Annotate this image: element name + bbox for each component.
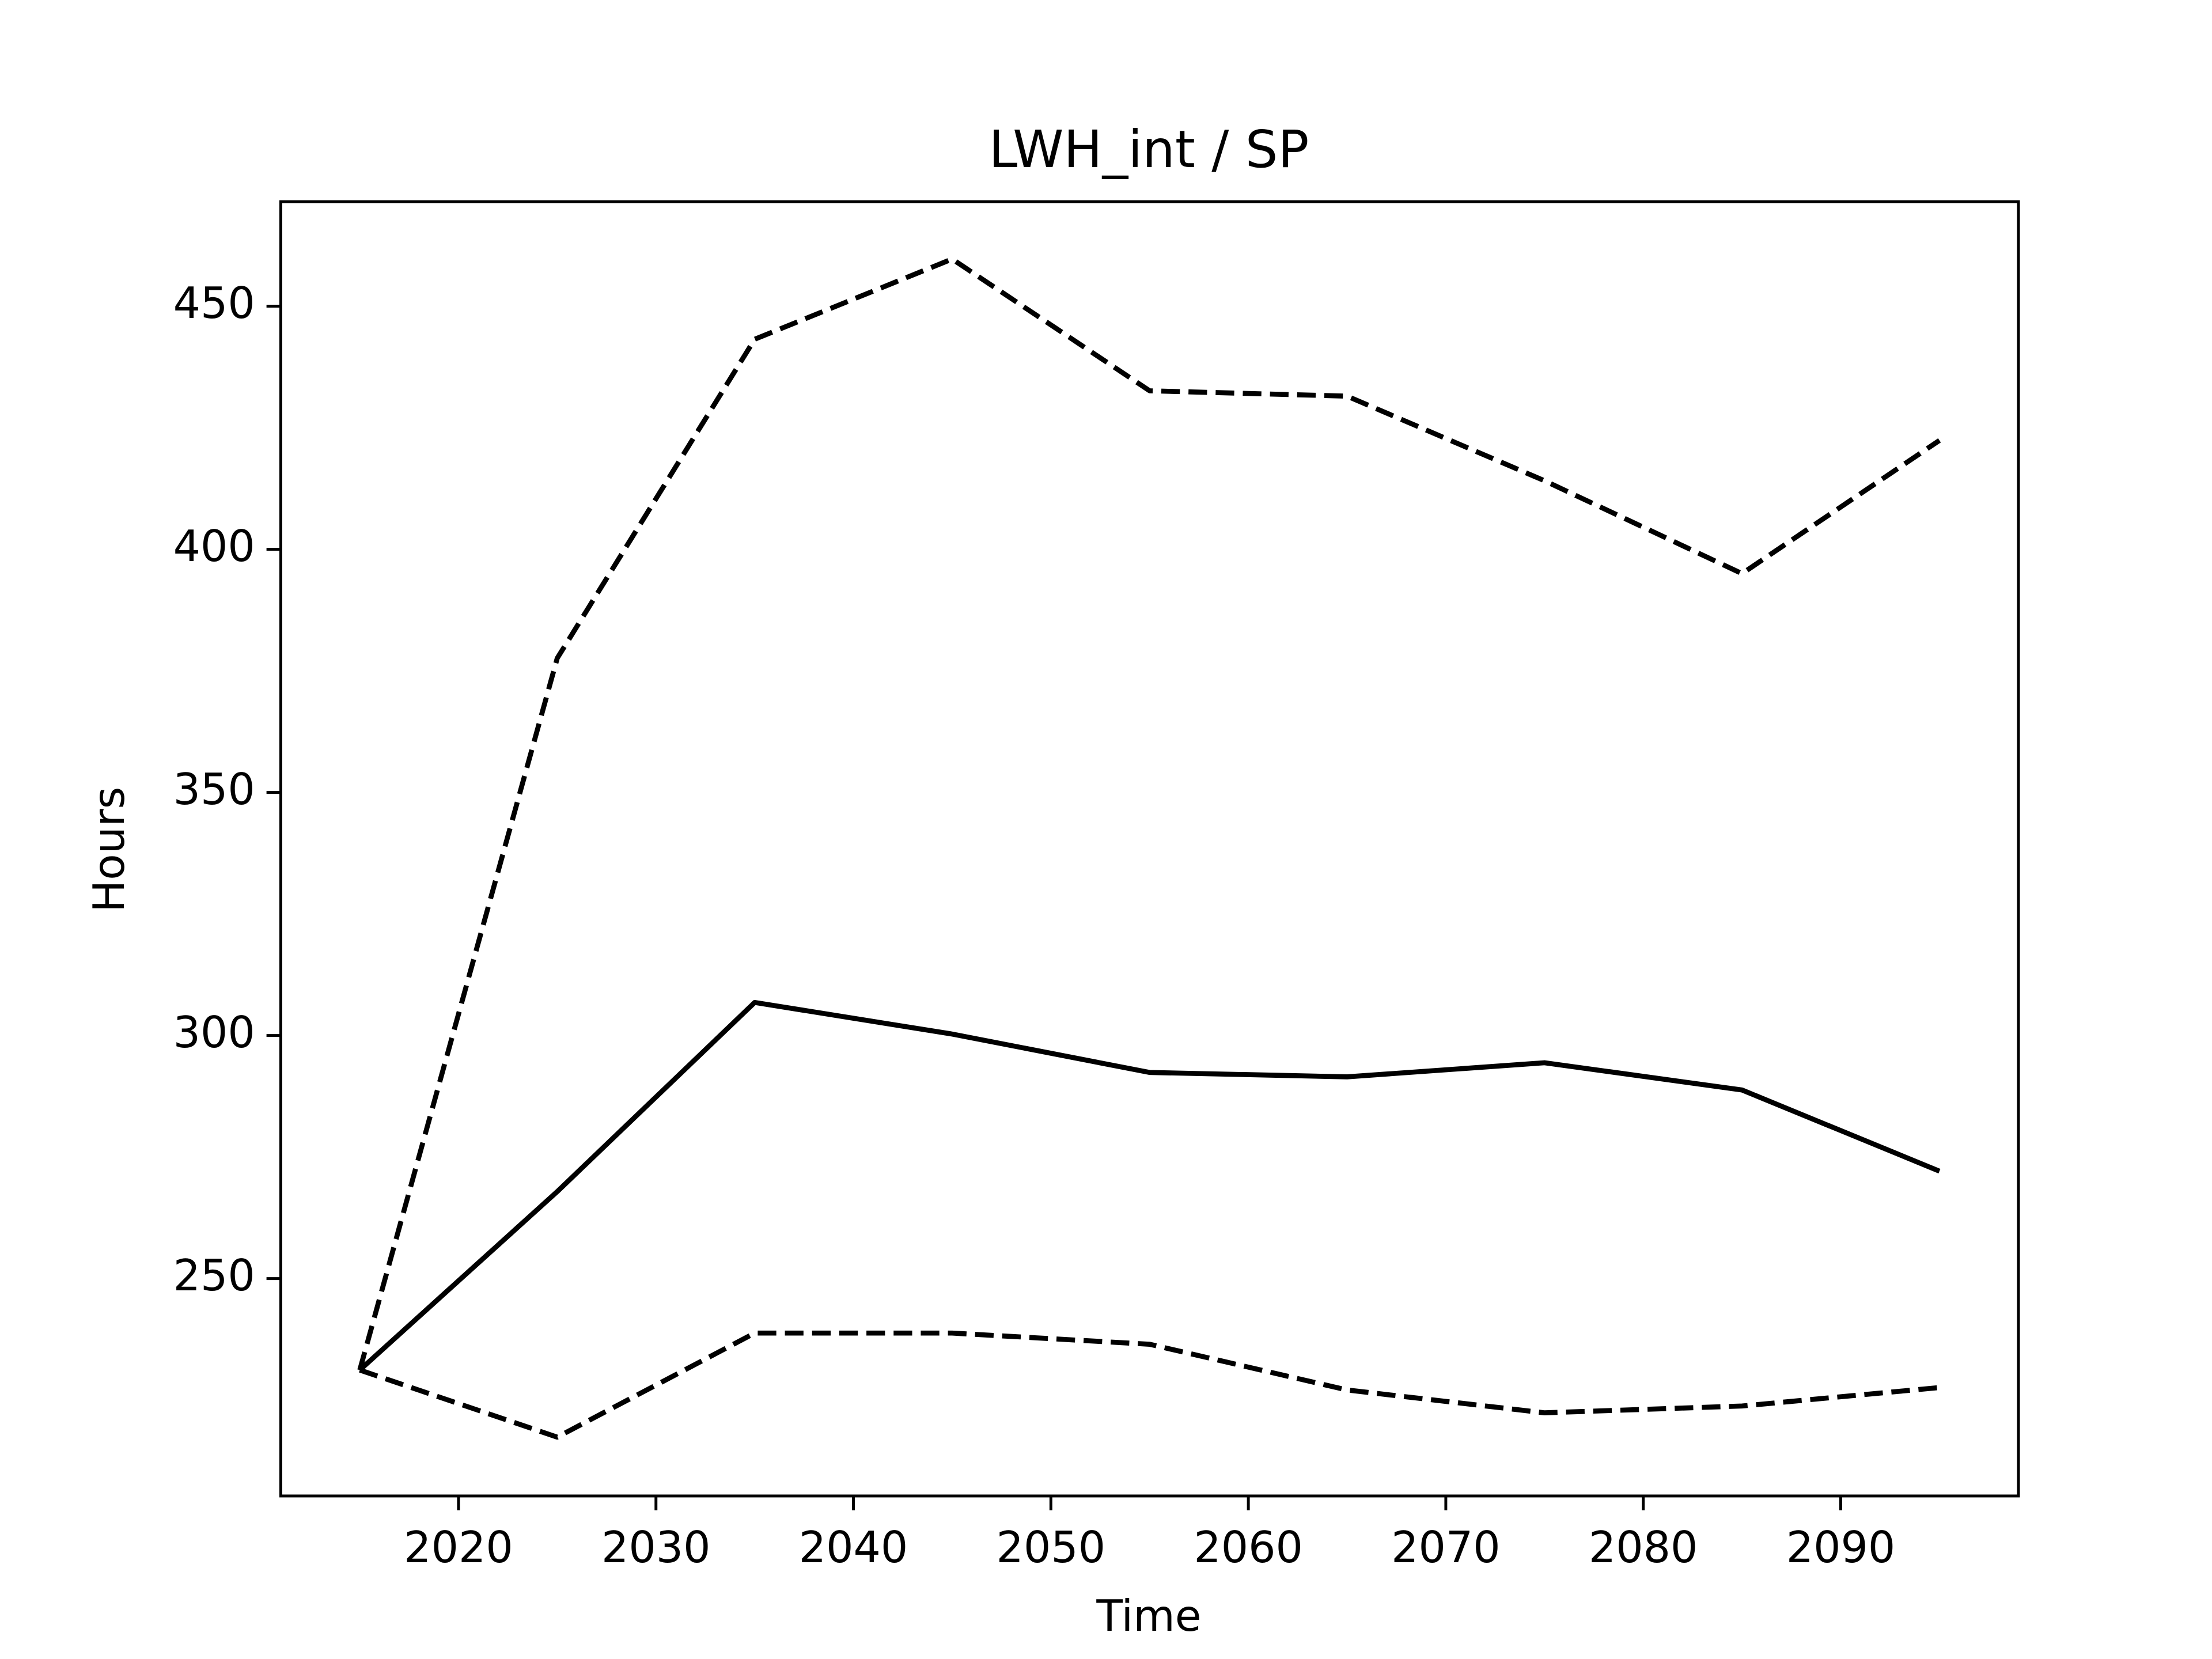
x-tick-label: 2030 — [601, 1522, 711, 1573]
x-tick-label: 2020 — [404, 1522, 513, 1573]
x-tick-label: 2070 — [1391, 1522, 1501, 1573]
plot-frame — [279, 200, 2020, 1498]
y-tick-label: 400 — [173, 521, 255, 571]
line-series — [359, 1330, 1940, 1440]
line-series — [358, 999, 1941, 1372]
x-tick-label: 2040 — [799, 1522, 908, 1573]
x-axis-label: Time — [1096, 1591, 1201, 1641]
line-series — [357, 256, 1941, 1371]
y-axis-label: Hours — [84, 787, 134, 912]
x-tick-label: 2050 — [997, 1522, 1106, 1573]
y-tick-label: 250 — [173, 1251, 255, 1301]
x-tick-label: 2080 — [1589, 1522, 1698, 1573]
y-tick-label: 350 — [173, 764, 255, 815]
x-tick-label: 2090 — [1786, 1522, 1896, 1573]
x-tick-label: 2060 — [1194, 1522, 1303, 1573]
chart-title: LWH_int / SP — [989, 120, 1309, 180]
y-tick-label: 450 — [173, 278, 255, 328]
y-tick-label: 300 — [173, 1007, 255, 1058]
